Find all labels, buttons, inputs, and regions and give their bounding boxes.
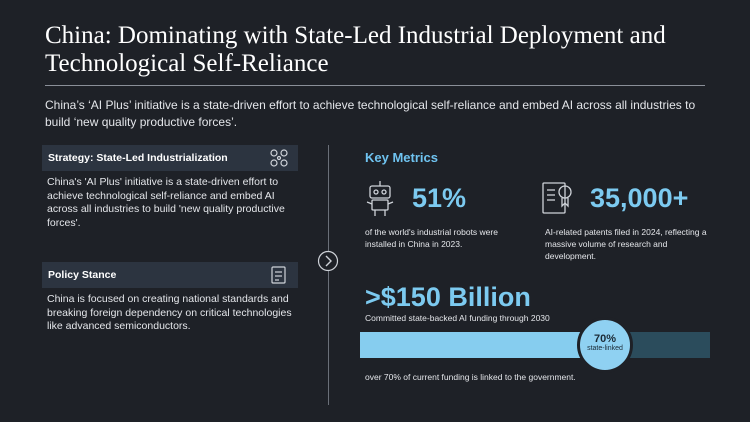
- badge-value: 70%: [593, 333, 617, 345]
- next-button[interactable]: [317, 250, 339, 272]
- metrics-heading: Key Metrics: [365, 150, 438, 165]
- metric-caption: AI-related patents filed in 2024, reflec…: [545, 227, 707, 261]
- heading-text: Strategy: State-Led Industrialization: [48, 152, 228, 164]
- heading-text: Policy Stance: [48, 269, 117, 281]
- title: China: Dominating with State-Led Industr…: [45, 22, 666, 77]
- divider: [328, 145, 329, 405]
- progress-badge: 70% state-linked: [577, 317, 633, 373]
- patent-icon: [542, 182, 572, 214]
- subtitle: China’s ‘AI Plus’ initiative is a state-…: [45, 98, 696, 129]
- funding-note: over 70% of current funding is linked to…: [365, 372, 576, 382]
- rule: [45, 85, 705, 86]
- progress-track: 70% state-linked: [360, 317, 710, 373]
- panel-heading: Policy Stance: [42, 262, 298, 288]
- metric-caption: of the world's industrial robots were in…: [365, 227, 498, 249]
- metric-value: 35,000+: [590, 183, 689, 213]
- panel-text: China's 'AI Plus' initiative is a state-…: [47, 176, 285, 229]
- panel-text: China is focused on creating national st…: [47, 293, 292, 332]
- metric-value: 51%: [412, 183, 467, 213]
- robot-icon: [366, 181, 394, 216]
- progress-fill: [360, 332, 605, 358]
- metric-value: >$150 Billion: [365, 282, 531, 312]
- icon: [270, 149, 288, 167]
- badge-caption: state-linked: [587, 345, 623, 352]
- metric-caption: Committed state-backed AI funding throug…: [365, 313, 550, 323]
- icon: [271, 266, 286, 284]
- panel-heading: Strategy: State-Led Industrialization: [42, 145, 298, 171]
